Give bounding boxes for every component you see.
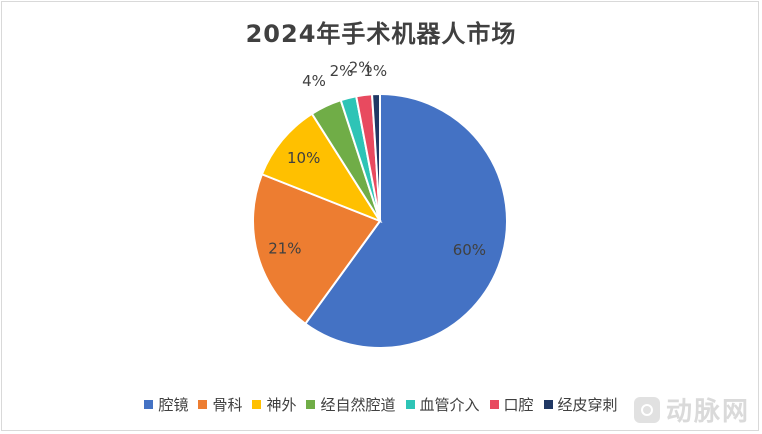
logo-icon <box>633 396 660 423</box>
data-label-7: 1% <box>363 62 387 80</box>
pie-labels: 60%21%10%4%2%2%1% <box>268 58 486 259</box>
data-label-5: 2% <box>330 62 354 80</box>
pie-slice-7 <box>370 92 381 222</box>
legend-label: 经皮穿刺 <box>557 396 618 414</box>
legend-swatch <box>543 400 553 409</box>
legend-swatch <box>252 400 262 409</box>
legend-item: 口腔 <box>489 394 534 415</box>
legend-label: 血管介入 <box>419 396 480 414</box>
data-label-2: 21% <box>268 240 301 258</box>
pie-slices <box>252 92 508 349</box>
chart-title: 2024年手术机器人市场 <box>245 20 517 48</box>
legend-label: 骨科 <box>212 396 243 414</box>
legend-item: 经皮穿刺 <box>543 394 618 415</box>
legend: 腔镜 骨科 神外 经自然腔道 血管介入 口腔 经皮穿刺 <box>0 394 762 415</box>
legend-label: 神外 <box>266 396 297 414</box>
legend-item: 经自然腔道 <box>306 394 396 415</box>
data-label-3: 10% <box>287 149 320 167</box>
pie-slice-2 <box>252 172 382 326</box>
pie-slice-1 <box>303 92 508 349</box>
legend-item: 骨科 <box>198 394 242 415</box>
legend-swatch <box>198 400 208 409</box>
legend-label: 腔镜 <box>158 396 189 414</box>
watermark: 动脉网 <box>633 391 750 428</box>
legend-label: 口腔 <box>503 396 534 414</box>
legend-swatch <box>306 400 316 409</box>
legend-item: 血管介入 <box>405 394 480 415</box>
data-label-6: 2% <box>349 58 373 76</box>
watermark-text: 动脉网 <box>665 397 750 427</box>
data-label-4: 4% <box>302 72 326 90</box>
legend-label: 经自然腔道 <box>320 396 396 414</box>
pie-slice-3 <box>260 112 383 224</box>
legend-item: 神外 <box>252 394 296 415</box>
legend-swatch <box>405 400 415 409</box>
legend-item: 腔镜 <box>144 394 188 415</box>
data-label-1: 60% <box>453 241 486 259</box>
legend-swatch <box>144 400 154 409</box>
legend-swatch <box>489 400 499 409</box>
